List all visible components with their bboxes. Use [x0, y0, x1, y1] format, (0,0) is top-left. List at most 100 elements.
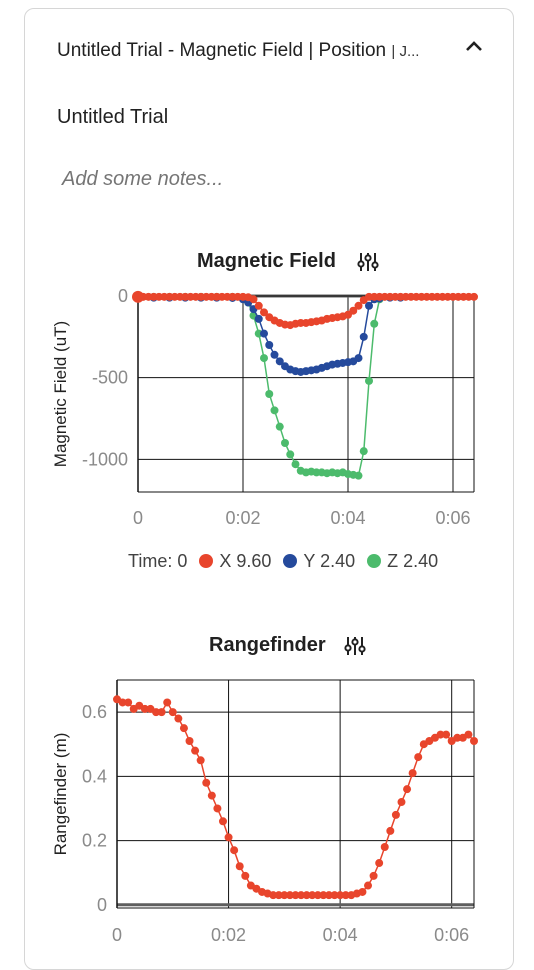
- data-point-position: [280, 891, 289, 900]
- data-point-position: [168, 708, 177, 717]
- chart-legend: Time: 0 X 9.60 Y 2.40 Z 2.40: [128, 549, 438, 573]
- data-point-position: [230, 846, 239, 855]
- data-point-position: [218, 817, 227, 826]
- x-tick-label: 0:06: [434, 925, 469, 945]
- data-point-x: [249, 295, 258, 304]
- y-tick-label: -500: [92, 368, 128, 388]
- legend-z: Z 2.40: [387, 550, 439, 571]
- data-point-position: [408, 769, 417, 778]
- data-point-y: [365, 301, 373, 310]
- tune-sliders-icon[interactable]: [344, 635, 366, 657]
- tune-sliders-icon[interactable]: [357, 251, 379, 273]
- data-point-position: [157, 708, 166, 717]
- y-tick-label: 0.4: [82, 766, 107, 786]
- x-tick-label: 0: [112, 925, 122, 945]
- legend-y-swatch: [283, 554, 298, 568]
- trial-card-header[interactable]: Untitled Trial - Magnetic Field | Positi…: [57, 40, 457, 68]
- x-tick-label: 0:04: [330, 508, 365, 528]
- legend-y: Y 2.40: [303, 550, 356, 571]
- data-point-position: [297, 891, 306, 900]
- x-tick-label: 0:02: [225, 508, 260, 528]
- data-point-position: [308, 891, 317, 900]
- data-point-position: [319, 891, 328, 900]
- data-point-position: [163, 698, 172, 707]
- chart-title-rangefinder: Rangefinder: [209, 634, 326, 656]
- cursor-marker: [132, 290, 144, 303]
- data-point-position: [291, 891, 300, 900]
- data-point-position: [324, 891, 333, 900]
- data-point-y: [359, 332, 368, 341]
- data-point-position: [341, 891, 350, 900]
- chevron-up-icon[interactable]: [462, 34, 486, 58]
- data-point-position: [386, 826, 395, 835]
- data-point-position: [207, 791, 216, 800]
- legend-z-swatch: [367, 554, 382, 568]
- data-point-position: [274, 891, 283, 900]
- data-point-position: [235, 862, 244, 871]
- data-point-y: [270, 350, 279, 359]
- data-point-position: [364, 881, 373, 890]
- data-point-position: [285, 891, 294, 900]
- data-point-y: [260, 329, 268, 338]
- data-point-x: [470, 292, 478, 301]
- legend-x: X 9.60: [219, 550, 272, 571]
- y-tick-label: -1000: [82, 449, 128, 469]
- data-point-x: [254, 301, 263, 310]
- data-point-position: [391, 810, 400, 819]
- data-point-x: [260, 308, 268, 317]
- data-point-position: [152, 708, 161, 717]
- trial-card: [24, 8, 514, 970]
- data-point-position: [453, 733, 462, 742]
- data-point-y: [265, 341, 274, 349]
- trial-card-title: Untitled Trial - Magnetic Field | Positi…: [57, 40, 387, 61]
- series-line-position: [116, 698, 475, 896]
- data-point-position: [241, 871, 250, 880]
- data-point-x: [349, 306, 358, 315]
- data-point-position: [140, 704, 149, 713]
- data-point-position: [191, 746, 200, 755]
- data-point-z: [260, 354, 268, 363]
- data-point-position: [118, 698, 127, 707]
- y-tick-label: 0.6: [82, 702, 107, 722]
- data-point-y: [254, 314, 263, 323]
- y-tick-label: 0: [97, 895, 107, 915]
- data-point-position: [213, 804, 222, 813]
- data-point-position: [380, 842, 389, 851]
- data-point-position: [330, 891, 339, 900]
- data-point-z: [265, 390, 274, 398]
- legend-x-swatch: [199, 554, 214, 568]
- trial-name[interactable]: Untitled Trial: [57, 106, 169, 128]
- data-point-position: [185, 737, 194, 746]
- data-point-position: [375, 859, 384, 868]
- x-tick-label: 0: [133, 508, 143, 528]
- data-point-z: [286, 450, 295, 459]
- data-point-position: [202, 778, 211, 787]
- rangefinder-chart[interactable]: 0 0:02 0:04 0:06 0 0.2 0.4 0.6 Rangefinder (m): [0, 0, 534, 950]
- data-point-position: [336, 891, 345, 900]
- data-point-z: [365, 376, 373, 385]
- data-point-position: [124, 698, 133, 707]
- data-point-y: [275, 357, 284, 366]
- data-point-position: [196, 756, 205, 765]
- y-tick-label: 0.2: [82, 831, 107, 851]
- chart-title-magnetic-field: Magnetic Field: [197, 250, 336, 272]
- data-point-position: [369, 871, 378, 880]
- legend-time: Time: 0: [128, 550, 188, 571]
- data-point-position: [313, 891, 322, 900]
- notes-input[interactable]: Add some notes...: [62, 168, 224, 190]
- data-point-z: [291, 460, 300, 469]
- data-point-position: [464, 730, 473, 739]
- magnetic-field-chart[interactable]: 0 0:02 0:04 0:06 0 -500 -1000 Magnetic Field (u…: [0, 0, 534, 950]
- data-point-position: [358, 887, 367, 896]
- data-point-z: [270, 406, 279, 415]
- x-tick-label: 0:06: [435, 508, 470, 528]
- data-point-z: [370, 319, 379, 328]
- y-tick-label: 0: [118, 286, 128, 306]
- data-point-position: [179, 724, 188, 733]
- data-point-z: [275, 422, 284, 431]
- data-point-x: [354, 301, 363, 310]
- data-point-position: [397, 798, 406, 807]
- x-tick-label: 0:02: [211, 925, 246, 945]
- data-point-position: [436, 730, 445, 739]
- data-point-position: [174, 714, 183, 723]
